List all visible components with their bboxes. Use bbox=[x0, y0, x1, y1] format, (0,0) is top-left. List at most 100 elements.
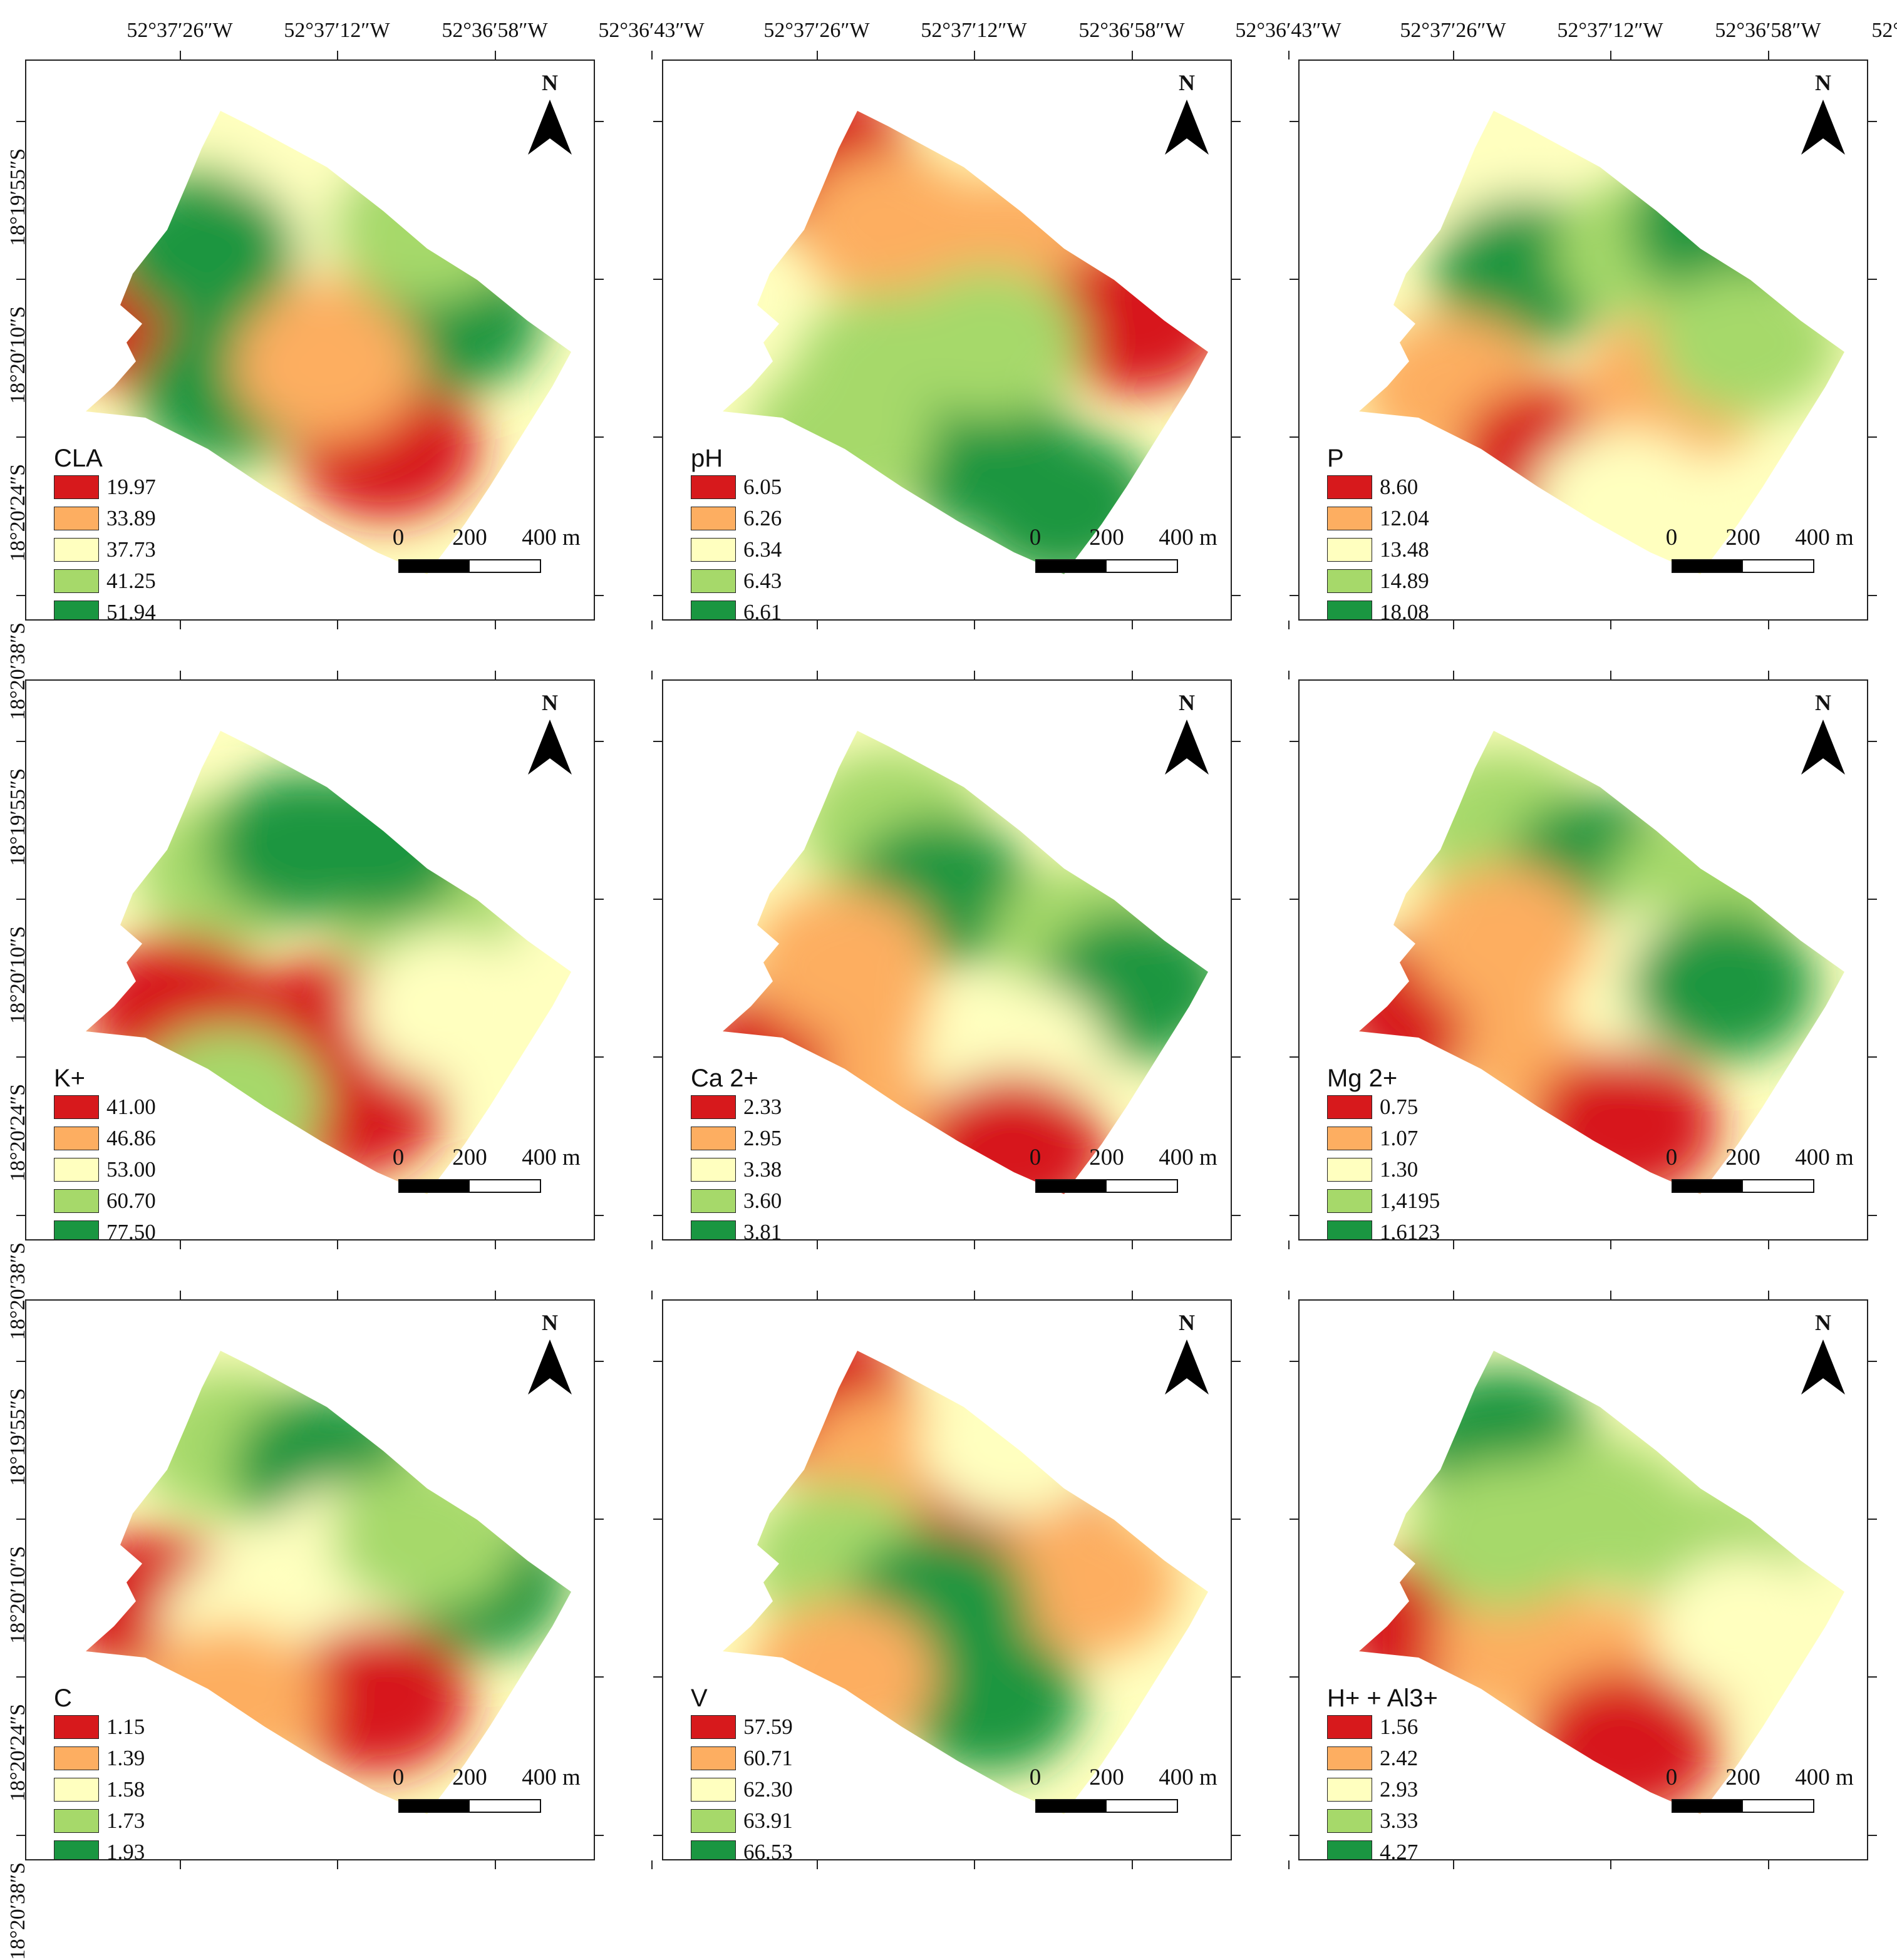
legend-row: 60.71 bbox=[691, 1744, 793, 1775]
legend-swatch bbox=[54, 1746, 99, 1770]
legend-value: 62.30 bbox=[743, 1777, 793, 1802]
legend-row: 1.58 bbox=[54, 1775, 145, 1807]
axis-tick bbox=[16, 1519, 25, 1520]
legend-swatch bbox=[54, 1189, 99, 1213]
legend-row: 3.60 bbox=[691, 1187, 782, 1218]
scale-label: 400 m bbox=[522, 1145, 581, 1170]
axis-tick bbox=[1132, 1240, 1133, 1249]
longitude-label: 52°37′12″W bbox=[1557, 19, 1663, 42]
map-panel-4: N K+ 41.00 46.86 53.00 60.70 77.50 0 200 400 m bbox=[25, 679, 595, 1240]
map-zone bbox=[1628, 910, 1816, 1061]
map-zone bbox=[282, 771, 470, 922]
axis-tick bbox=[180, 1240, 181, 1249]
interpolated-map-area bbox=[1359, 1351, 1844, 1814]
scale-bar: 0 200 400 m bbox=[387, 524, 581, 587]
legend-row: 6.43 bbox=[691, 567, 782, 598]
scale-label: 0 bbox=[392, 1765, 405, 1790]
axis-tick bbox=[653, 1215, 662, 1216]
scale-bar: 0 200 400 m bbox=[1024, 1764, 1218, 1827]
axis-tick bbox=[1132, 1860, 1133, 1869]
legend: V 57.59 60.71 62.30 63.91 66.53 bbox=[691, 1684, 793, 1859]
axis-tick bbox=[974, 1860, 975, 1869]
legend-row: 2.95 bbox=[691, 1124, 782, 1155]
legend-value: 12.04 bbox=[1380, 506, 1429, 530]
legend-row: 14.89 bbox=[1327, 567, 1429, 598]
legend-value: 18.08 bbox=[1380, 600, 1429, 621]
legend: CLA 19.97 33.89 37.73 41.25 51.94 bbox=[54, 444, 156, 619]
axis-tick bbox=[180, 1860, 181, 1869]
scale-label: 200 bbox=[1725, 525, 1760, 550]
legend-swatch bbox=[54, 1220, 99, 1239]
legend-swatch bbox=[691, 569, 736, 593]
map-zone bbox=[331, 1461, 519, 1611]
legend: C 1.15 1.39 1.58 1.73 1.93 bbox=[54, 1684, 145, 1859]
legend-swatch bbox=[54, 601, 99, 619]
map-zone bbox=[1653, 267, 1841, 418]
scale-bar: 0 200 400 m bbox=[387, 1144, 581, 1207]
axis-tick bbox=[974, 621, 975, 629]
longitude-label: 52°36′58″W bbox=[1078, 19, 1185, 42]
scale-segment-white bbox=[1742, 559, 1814, 573]
axis-tick bbox=[1610, 621, 1611, 629]
legend-swatch bbox=[54, 538, 99, 562]
legend-swatch bbox=[1327, 1189, 1372, 1213]
map-zone bbox=[135, 1623, 323, 1773]
axis-tick bbox=[337, 1860, 338, 1869]
scale-label: 0 bbox=[392, 525, 405, 550]
legend-row: 4.27 bbox=[1327, 1838, 1438, 1859]
interpolated-map-area bbox=[1359, 111, 1844, 574]
north-arrow-icon bbox=[1165, 1339, 1209, 1395]
axis-tick bbox=[495, 1291, 496, 1299]
legend-row: 8.60 bbox=[1327, 473, 1418, 504]
legend-title: pH bbox=[691, 445, 723, 472]
scale-label: 0 bbox=[1665, 525, 1678, 550]
axis-tick bbox=[1868, 899, 1877, 900]
scale-segment-white bbox=[1105, 1179, 1178, 1193]
map-zone bbox=[282, 1623, 470, 1773]
legend-row: 46.86 bbox=[54, 1124, 156, 1155]
north-arrow: N bbox=[1798, 1309, 1848, 1397]
scale-bar: 0 200 400 m bbox=[387, 1764, 581, 1827]
scale-label: 0 bbox=[1029, 1145, 1042, 1170]
axis-tick bbox=[651, 1860, 653, 1869]
legend-value: 3.60 bbox=[743, 1189, 782, 1213]
legend-swatch bbox=[54, 475, 99, 499]
legend: H+ + Al3+ 1.56 2.42 2.93 3.33 4.27 bbox=[1327, 1684, 1438, 1859]
north-arrow-icon bbox=[1165, 100, 1209, 155]
map-zone bbox=[331, 152, 519, 302]
legend-value: 6.26 bbox=[743, 506, 782, 530]
interpolated-map-area bbox=[86, 111, 571, 574]
legend: pH 6.05 6.26 6.34 6.43 6.61 bbox=[691, 444, 782, 619]
scale-label: 200 bbox=[1089, 525, 1124, 550]
axis-tick bbox=[1610, 671, 1611, 679]
legend-row: 62.30 bbox=[691, 1775, 793, 1807]
legend-swatch bbox=[54, 507, 99, 530]
map-panel-3: N P 8.60 12.04 13.48 14.89 18.08 0 200 400 m bbox=[1298, 59, 1868, 621]
north-arrow-icon bbox=[1801, 100, 1845, 155]
map-zone bbox=[748, 887, 936, 1038]
map-panel-6: N Mg 2+ 0.75 1.07 1.30 1,4195 1,6123 0 200 400 m bbox=[1298, 679, 1868, 1240]
legend-value: 1.56 bbox=[1380, 1715, 1419, 1739]
map-zone bbox=[1653, 1554, 1841, 1704]
axis-tick bbox=[1290, 1519, 1298, 1520]
north-arrow-icon bbox=[1801, 720, 1845, 775]
legend-swatch bbox=[691, 538, 736, 562]
legend-row: 13.48 bbox=[1327, 535, 1429, 567]
legend-swatch bbox=[1327, 1220, 1372, 1239]
axis-tick bbox=[1768, 621, 1769, 629]
legend-row: 3.81 bbox=[691, 1218, 782, 1239]
axis-tick bbox=[1610, 1860, 1611, 1869]
scale-segment-black bbox=[398, 1799, 470, 1813]
scale-segment-white bbox=[468, 559, 541, 573]
legend-swatch bbox=[691, 1095, 736, 1119]
legend-swatch bbox=[691, 1746, 736, 1770]
scale-segment-black bbox=[1035, 559, 1107, 573]
north-arrow-label: N bbox=[1815, 70, 1831, 95]
axis-tick bbox=[1132, 671, 1133, 679]
axis-tick bbox=[1232, 1835, 1241, 1836]
longitude-label: 52°36′58″W bbox=[1715, 19, 1821, 42]
scale-label: 200 bbox=[1725, 1145, 1760, 1170]
axis-tick bbox=[1610, 1291, 1611, 1299]
scale-bar: 0 200 400 m bbox=[1024, 1144, 1218, 1207]
legend-value: 1.73 bbox=[106, 1808, 145, 1833]
